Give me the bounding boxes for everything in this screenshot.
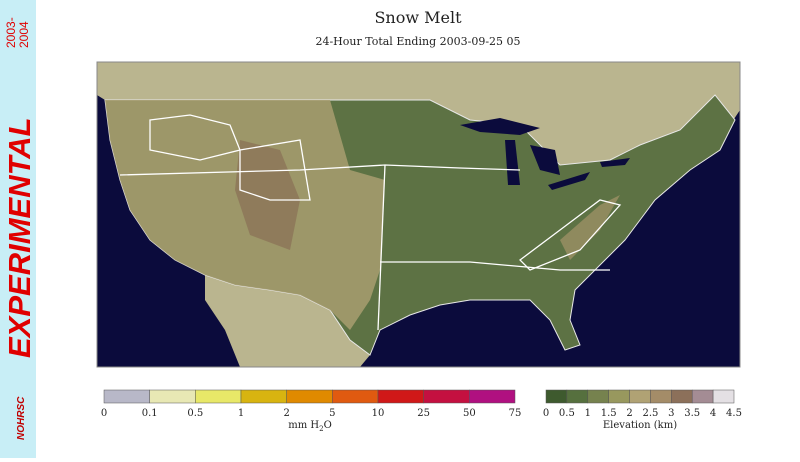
scale-label: 4.5 [726,408,742,419]
elevation-title: Elevation (km) [603,420,677,431]
scale-label: 0.5 [187,408,203,419]
banner [0,0,36,458]
color-swatch [195,389,242,404]
scale-label: 3 [668,408,674,419]
color-swatch [629,389,651,404]
scale-label: 5 [329,408,335,419]
scale-label: 2 [626,408,632,419]
color-swatch [469,389,516,404]
region-line [377,164,386,331]
color-swatch [587,389,609,404]
unit-sub: 2 [319,425,323,433]
color-swatch [691,389,714,404]
scale-label: 4 [710,408,716,419]
elevation-legend: 0 0.5 1 1.5 2 2.5 3 3.5 4 4.5 [543,389,742,419]
scale-label: 1.5 [601,408,617,419]
color-swatch [149,389,196,404]
region-line [239,139,311,201]
scale-label: 2 [283,408,289,419]
title: Snow Melt [374,8,462,27]
color-swatch [671,389,693,404]
map [96,61,741,368]
color-swatch [103,389,150,404]
scale-label: 0.1 [142,408,158,419]
color-swatch [286,389,333,404]
canada [97,62,740,185]
scale-label: 75 [509,408,522,419]
color-swatch [545,389,568,404]
region-line [519,199,622,271]
appalachians [560,195,620,260]
scale-label: 2.5 [642,408,658,419]
scale-label: 3.5 [684,408,700,419]
region-line [380,261,610,271]
unit-tail: O [324,420,332,431]
color-swatch [712,389,735,404]
logo: NOHRSC [16,396,27,440]
scale-label: 1 [238,408,244,419]
scale-label: 1 [585,408,591,419]
lake-erie [548,172,590,190]
melt-unit: mm H2O [288,420,332,433]
color-swatch [240,389,287,404]
scale-label: 50 [463,408,476,419]
unit-main: mm H [288,420,319,431]
color-swatch [650,389,672,404]
rocky-mountains [235,140,300,250]
scale-label: 0 [543,408,549,419]
color-swatch [566,389,589,404]
map-frame [96,61,741,368]
scale-label: 25 [417,408,430,419]
scale-label: 0 [101,408,107,419]
color-swatch [608,389,630,404]
lake-ontario [600,158,630,167]
banner-year: 2003- [4,17,18,48]
color-swatch [332,389,379,404]
melt-legend: 0 0.1 0.5 1 2 5 10 25 50 75 [101,389,522,419]
mexico [205,275,370,367]
scale-label: 0.5 [559,408,575,419]
lake-superior [460,118,540,135]
scale-label: 10 [372,408,385,419]
color-swatch [377,389,424,404]
canada-north [97,62,420,80]
subtitle: 24-Hour Total Ending 2003-09-25 05 [315,35,520,48]
region-boundaries [119,114,622,331]
lake-michigan [505,140,520,185]
banner-label: EXPERIMENTAL [2,117,37,358]
banner-year: 2004 [17,21,31,48]
color-swatch [423,389,470,404]
lake-huron [530,145,560,175]
